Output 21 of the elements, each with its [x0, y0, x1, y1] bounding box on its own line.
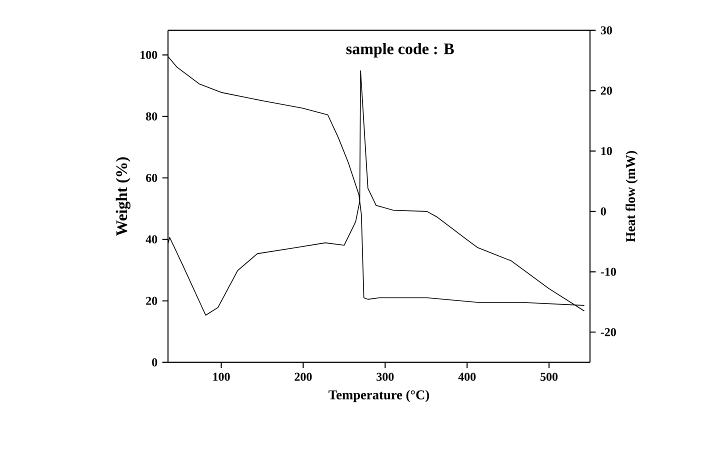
y2-tick-label: 0 — [600, 207, 606, 216]
y-tick-label: 60 — [146, 174, 158, 182]
y-axis-title: Weight (%) — [116, 157, 130, 236]
y-tick-label: 100 — [140, 50, 158, 59]
x-tick-label: 300 — [376, 372, 394, 381]
x-tick-label: 200 — [294, 372, 312, 381]
y2-tick-label: 20 — [600, 86, 612, 95]
y-tick-label: 80 — [146, 112, 158, 120]
y2-tick-label: 30 — [600, 26, 612, 34]
y2-tick-label: -10 — [600, 268, 616, 276]
x-tick-label: 500 — [540, 372, 558, 381]
y-tick-label: 40 — [146, 235, 158, 244]
y2-tick-label: -20 — [600, 328, 616, 336]
y2-tick-label: 10 — [601, 147, 612, 156]
x-tick-label: 100 — [213, 372, 230, 381]
y2-axis-title: Heat flow (mW) — [626, 151, 638, 242]
annotation: sample code : B — [346, 42, 454, 58]
y-tick-label: 20 — [146, 296, 158, 305]
x-axis-title: Temperature (°C) — [328, 390, 430, 402]
y-tick-label: 0 — [152, 358, 158, 366]
x-tick-label: 400 — [458, 372, 476, 381]
